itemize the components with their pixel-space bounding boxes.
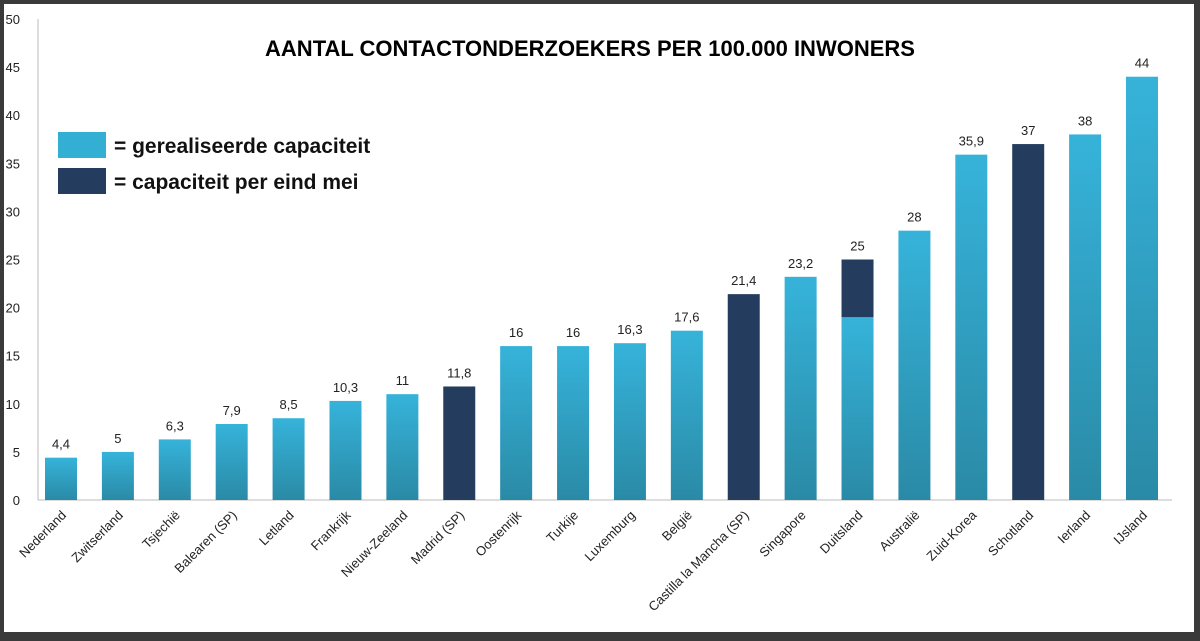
data-label: 4,4 — [52, 437, 70, 452]
data-label: 25 — [850, 239, 864, 254]
bar-planned — [443, 386, 476, 500]
bar-realized — [1126, 76, 1158, 500]
y-tick-label: 50 — [6, 12, 20, 27]
bar-realized — [272, 418, 305, 500]
bar-planned — [841, 259, 874, 318]
data-label: 11 — [396, 373, 410, 388]
data-label: 21,4 — [731, 273, 756, 288]
legend-swatch — [58, 132, 106, 158]
bar-realized — [500, 346, 533, 500]
bar-realized — [158, 439, 191, 500]
bar-realized — [45, 457, 77, 500]
data-label: 17,6 — [674, 310, 699, 325]
bar-planned — [727, 294, 760, 500]
bar-realized — [613, 343, 646, 500]
data-label: 10,3 — [333, 380, 358, 395]
data-label: 38 — [1078, 113, 1092, 128]
data-label: 8,5 — [280, 397, 298, 412]
y-tick-label: 20 — [6, 301, 20, 316]
data-label: 7,9 — [223, 403, 241, 418]
data-label: 16 — [509, 325, 523, 340]
bar-planned — [1012, 144, 1045, 500]
y-tick-label: 25 — [6, 253, 20, 268]
y-tick-label: 40 — [6, 108, 20, 123]
bar-realized — [898, 230, 931, 500]
bar-realized — [784, 276, 817, 500]
chart-title: AANTAL CONTACTONDERZOEKERS PER 100.000 I… — [265, 36, 915, 61]
data-label: 11,8 — [447, 365, 471, 380]
data-label: 6,3 — [166, 418, 184, 433]
bar-realized — [557, 346, 590, 500]
y-tick-label: 10 — [6, 397, 20, 412]
bar-realized — [670, 330, 703, 500]
data-label: 23,2 — [788, 256, 813, 271]
bar-realized — [386, 394, 419, 500]
data-label: 16 — [566, 325, 580, 340]
legend-swatch — [58, 168, 106, 194]
data-label: 37 — [1021, 123, 1035, 138]
legend-label: = capaciteit per eind mei — [114, 171, 359, 194]
y-tick-label: 15 — [6, 349, 20, 364]
chart-background — [4, 4, 1194, 632]
y-tick-label: 45 — [6, 60, 20, 75]
bar-realized — [329, 400, 362, 500]
y-tick-label: 35 — [6, 156, 20, 171]
legend-label: = gerealiseerde capaciteit — [114, 135, 370, 158]
y-tick-label: 0 — [13, 493, 20, 508]
data-label: 35,9 — [959, 134, 984, 149]
bar-realized — [955, 154, 988, 500]
bar-realized — [101, 451, 134, 500]
data-label: 5 — [114, 431, 121, 446]
data-label: 16,3 — [617, 322, 642, 337]
bar-realized — [841, 317, 874, 500]
y-tick-label: 30 — [6, 204, 20, 219]
bar-realized — [1069, 134, 1102, 500]
data-label: 44 — [1135, 56, 1149, 71]
bar-realized — [215, 424, 248, 500]
y-tick-label: 5 — [13, 445, 20, 460]
data-label: 28 — [907, 210, 921, 225]
